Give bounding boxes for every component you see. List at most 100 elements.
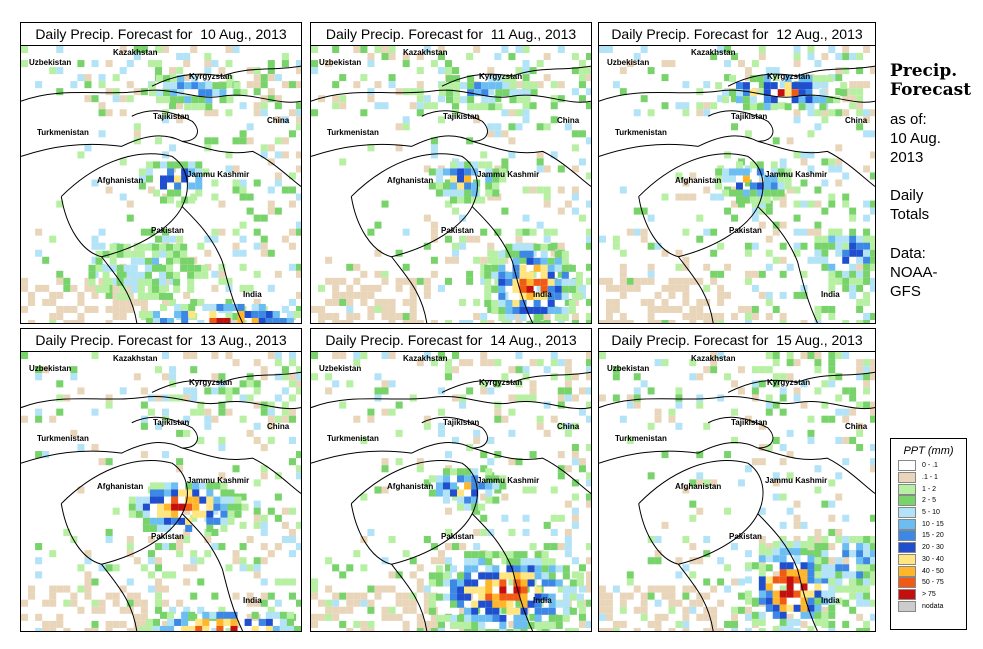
precip-cell bbox=[835, 352, 843, 360]
precip-cell bbox=[675, 422, 683, 430]
precip-cell bbox=[128, 510, 136, 518]
precip-cell bbox=[293, 625, 301, 631]
precip-cell bbox=[849, 277, 857, 285]
precip-cell bbox=[828, 158, 836, 166]
precip-cell bbox=[485, 565, 493, 573]
precip-cell bbox=[772, 625, 780, 631]
precip-cell bbox=[863, 599, 871, 607]
precip-cell bbox=[786, 618, 794, 626]
precip-cell bbox=[689, 277, 697, 285]
precip-cell bbox=[800, 620, 808, 628]
precip-cell bbox=[218, 387, 226, 395]
legend-label: nodata bbox=[922, 602, 944, 610]
precip-cell bbox=[835, 564, 843, 572]
precip-cell bbox=[814, 359, 822, 367]
precip-cell bbox=[744, 606, 752, 614]
precip-cell bbox=[793, 521, 801, 529]
precip-cell bbox=[202, 168, 210, 176]
precip-cell bbox=[505, 299, 513, 307]
legend-label: 40 - 50 bbox=[922, 567, 944, 575]
precip-cell bbox=[473, 298, 481, 306]
precip-cell bbox=[206, 524, 214, 532]
precip-cell bbox=[717, 319, 725, 323]
precip-cell bbox=[223, 303, 231, 311]
precip-cell bbox=[487, 88, 495, 96]
precip-cell bbox=[159, 317, 168, 323]
precip-cell bbox=[480, 319, 488, 323]
precip-cell bbox=[578, 564, 586, 572]
precip-cell bbox=[128, 496, 136, 504]
precip-cell bbox=[232, 319, 240, 323]
precip-cell bbox=[612, 305, 620, 313]
precip-cell bbox=[185, 503, 193, 511]
precip-cell bbox=[218, 443, 226, 452]
precip-cell bbox=[244, 310, 252, 318]
precip-cell bbox=[682, 606, 690, 614]
precip-cell bbox=[267, 550, 275, 558]
precip-cell bbox=[409, 319, 417, 323]
precip-cell bbox=[225, 284, 233, 292]
precip-cell bbox=[696, 401, 704, 409]
precip-cell bbox=[731, 627, 738, 631]
precip-cell bbox=[211, 270, 219, 278]
precip-cell bbox=[696, 109, 704, 117]
precip-cell bbox=[508, 429, 516, 437]
precip-cell bbox=[162, 298, 170, 306]
precip-cell bbox=[485, 558, 493, 566]
precip-cell bbox=[633, 606, 641, 614]
precip-cell bbox=[295, 116, 301, 124]
precip-cell bbox=[647, 312, 655, 320]
precip-cell bbox=[435, 614, 443, 622]
precip-cell bbox=[388, 606, 396, 614]
precip-cell bbox=[571, 373, 579, 381]
precip-cell bbox=[449, 182, 458, 190]
precip-cell bbox=[779, 604, 787, 612]
precip-cell bbox=[416, 95, 424, 103]
precip-cell bbox=[416, 53, 424, 61]
precip-cell bbox=[267, 144, 275, 152]
precip-cell bbox=[571, 451, 579, 459]
precip-cell bbox=[423, 284, 431, 292]
precip-cell bbox=[527, 621, 535, 629]
precip-cell bbox=[729, 175, 737, 183]
precip-cell bbox=[295, 291, 301, 299]
precip-cell bbox=[770, 175, 778, 183]
precip-cell bbox=[742, 103, 750, 111]
precip-cell bbox=[180, 250, 188, 258]
precip-cell bbox=[480, 277, 488, 285]
precip-cell bbox=[457, 182, 465, 190]
precip-cell bbox=[209, 317, 217, 323]
precip-cell bbox=[696, 451, 704, 459]
precip-cell bbox=[506, 628, 514, 631]
precip-cell bbox=[571, 422, 579, 430]
precip-cell bbox=[460, 96, 468, 104]
precip-cell bbox=[152, 161, 160, 169]
precip-cell bbox=[779, 394, 787, 402]
precip-cell bbox=[513, 558, 521, 566]
precip-cell bbox=[423, 165, 431, 173]
precip-cell bbox=[612, 284, 620, 292]
precip-cell bbox=[835, 53, 843, 61]
precip-cell bbox=[464, 503, 472, 511]
precip-cell bbox=[682, 284, 690, 292]
precip-cell bbox=[140, 305, 148, 313]
precip-cell bbox=[724, 291, 732, 299]
map-label-jammu-kashmir: Jammu Kashmir bbox=[765, 170, 828, 179]
precip-cell bbox=[863, 165, 871, 173]
precip-cell bbox=[91, 179, 99, 187]
precip-cell bbox=[849, 284, 857, 292]
precip-cell bbox=[140, 620, 148, 628]
precip-cell bbox=[435, 175, 443, 183]
precip-cell bbox=[381, 387, 389, 395]
precip-cell bbox=[251, 317, 259, 323]
precip-cell bbox=[126, 214, 134, 222]
precip-cell bbox=[442, 614, 450, 622]
precip-cell bbox=[102, 278, 110, 286]
precip-cell bbox=[770, 189, 778, 197]
precip-cell bbox=[485, 468, 493, 476]
precip-cell bbox=[198, 103, 206, 111]
precip-cell bbox=[633, 277, 641, 285]
precip-cell bbox=[536, 359, 544, 367]
precip-cell bbox=[227, 503, 235, 511]
precip-cell bbox=[192, 503, 200, 511]
